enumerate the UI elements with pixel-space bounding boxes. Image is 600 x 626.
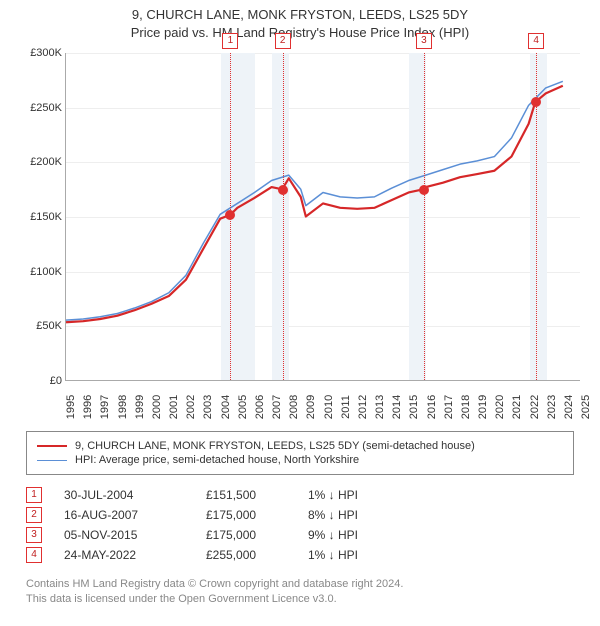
sale-row-diff: 1% ↓ HPI	[308, 548, 408, 562]
x-axis-tick: 2009	[305, 395, 317, 419]
sale-row: 1 30-JUL-2004 £151,500 1% ↓ HPI	[26, 487, 574, 503]
y-axis-tick: £150K	[10, 211, 62, 223]
footer-line1: Contains HM Land Registry data © Crown c…	[26, 577, 574, 592]
y-axis-tick: £250K	[10, 102, 62, 114]
sale-point-dot	[419, 185, 429, 195]
sale-point-dot	[225, 210, 235, 220]
x-axis-tick: 1997	[99, 395, 111, 419]
title-line1: 9, CHURCH LANE, MONK FRYSTON, LEEDS, LS2…	[0, 6, 600, 24]
series-hpi	[66, 81, 563, 320]
y-axis-tick: £300K	[10, 47, 62, 59]
sale-row: 3 05-NOV-2015 £175,000 9% ↓ HPI	[26, 527, 574, 543]
sale-row-price: £151,500	[206, 488, 286, 502]
y-axis-tick: £100K	[10, 266, 62, 278]
x-axis-tick: 2023	[546, 395, 558, 419]
x-axis-tick: 2025	[580, 395, 592, 419]
y-axis-tick: £0	[10, 375, 62, 387]
x-axis-tick: 2014	[391, 395, 403, 419]
sale-row-diff: 8% ↓ HPI	[308, 508, 408, 522]
sale-row: 4 24-MAY-2022 £255,000 1% ↓ HPI	[26, 547, 574, 563]
sale-row-badge: 3	[26, 527, 42, 543]
chart-title: 9, CHURCH LANE, MONK FRYSTON, LEEDS, LS2…	[0, 6, 600, 41]
sale-row-diff: 9% ↓ HPI	[308, 528, 408, 542]
x-axis-tick: 2006	[254, 395, 266, 419]
sale-marker-line	[424, 53, 425, 380]
legend-swatch	[37, 460, 67, 461]
legend-item: HPI: Average price, semi-detached house,…	[37, 454, 563, 466]
sale-row-badge: 1	[26, 487, 42, 503]
x-axis-tick: 2021	[511, 395, 523, 419]
footer-line2: This data is licensed under the Open Gov…	[26, 592, 574, 607]
sale-marker-line	[283, 53, 284, 380]
x-axis-tick: 2017	[443, 395, 455, 419]
legend-item: 9, CHURCH LANE, MONK FRYSTON, LEEDS, LS2…	[37, 440, 563, 452]
sale-row: 2 16-AUG-2007 £175,000 8% ↓ HPI	[26, 507, 574, 523]
sale-marker-badge: 1	[222, 33, 238, 49]
x-axis-tick: 1998	[117, 395, 129, 419]
sale-row-price: £175,000	[206, 528, 286, 542]
sale-row-price: £175,000	[206, 508, 286, 522]
x-axis-tick: 1995	[65, 395, 77, 419]
sale-row-date: 24-MAY-2022	[64, 548, 184, 562]
plot-region: 1234	[65, 53, 580, 381]
sale-row-price: £255,000	[206, 548, 286, 562]
x-axis-tick: 2003	[202, 395, 214, 419]
y-axis-tick: £200K	[10, 156, 62, 168]
x-axis-tick: 2022	[529, 395, 541, 419]
sale-row-date: 30-JUL-2004	[64, 488, 184, 502]
attribution-footer: Contains HM Land Registry data © Crown c…	[26, 577, 574, 607]
sales-table: 1 30-JUL-2004 £151,500 1% ↓ HPI 2 16-AUG-2007…	[26, 487, 574, 563]
legend-label: HPI: Average price, semi-detached house,…	[75, 454, 359, 466]
legend-label: 9, CHURCH LANE, MONK FRYSTON, LEEDS, LS2…	[75, 440, 475, 452]
x-axis-tick: 2010	[323, 395, 335, 419]
sale-point-dot	[531, 97, 541, 107]
x-axis-tick: 1999	[134, 395, 146, 419]
x-axis-tick: 2000	[151, 395, 163, 419]
x-axis-tick: 2012	[357, 395, 369, 419]
sale-marker-badge: 4	[528, 33, 544, 49]
chart-lines	[66, 53, 580, 380]
sale-row-date: 05-NOV-2015	[64, 528, 184, 542]
x-axis-tick: 2020	[494, 395, 506, 419]
sale-row-diff: 1% ↓ HPI	[308, 488, 408, 502]
chart-area: £0 £50K £100K £150K £200K £250K £300K 1234 199…	[10, 47, 590, 417]
x-axis-tick: 2015	[408, 395, 420, 419]
x-axis-tick: 2001	[168, 395, 180, 419]
x-axis-tick: 2002	[185, 395, 197, 419]
sale-marker-badge: 2	[275, 33, 291, 49]
x-axis-tick: 2004	[220, 395, 232, 419]
sale-point-dot	[278, 185, 288, 195]
sale-row-date: 16-AUG-2007	[64, 508, 184, 522]
x-axis-tick: 2005	[237, 395, 249, 419]
x-axis-tick: 2008	[288, 395, 300, 419]
x-axis-tick: 2019	[477, 395, 489, 419]
legend-swatch	[37, 445, 67, 447]
y-axis-tick: £50K	[10, 320, 62, 332]
x-axis-tick: 2016	[426, 395, 438, 419]
sale-row-badge: 2	[26, 507, 42, 523]
sale-row-badge: 4	[26, 547, 42, 563]
x-axis-tick: 2007	[271, 395, 283, 419]
x-axis-tick: 2018	[460, 395, 472, 419]
sale-marker-badge: 3	[416, 33, 432, 49]
legend: 9, CHURCH LANE, MONK FRYSTON, LEEDS, LS2…	[26, 431, 574, 475]
series-price_paid	[66, 86, 563, 323]
x-axis-tick: 2024	[563, 395, 575, 419]
x-axis-tick: 2011	[340, 395, 352, 419]
x-axis-tick: 1996	[82, 395, 94, 419]
x-axis-tick: 2013	[374, 395, 386, 419]
title-line2: Price paid vs. HM Land Registry's House …	[0, 24, 600, 42]
